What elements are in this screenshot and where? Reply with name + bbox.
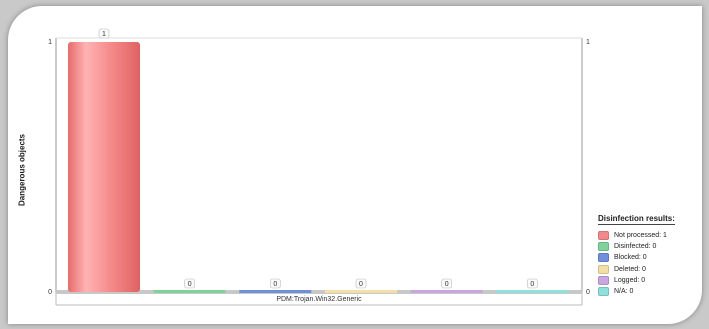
data-label-box — [270, 278, 281, 289]
legend-label: Deleted: 0 — [614, 265, 646, 273]
data-label: 0 — [273, 281, 277, 288]
y-axis-label: Dangerous objects — [17, 133, 27, 207]
bar-not-processed — [68, 42, 140, 292]
legend-item: Deleted: 0 — [598, 264, 702, 275]
x-category-label: PDM:Trojan.Win32.Generic — [276, 296, 362, 303]
legend-label: Logged: 0 — [614, 276, 646, 284]
baseline — [56, 290, 582, 294]
legend-item: Disinfected: 0 — [598, 241, 702, 252]
bar-deleted — [325, 290, 397, 293]
legend-item: Logged: 0 — [598, 275, 702, 286]
data-label: 0 — [188, 281, 192, 288]
legend-item: Not processed: 1 — [598, 230, 702, 241]
bar-n-a — [496, 290, 569, 293]
bar-disinfected — [153, 290, 226, 293]
legend-item: N/A: 0 — [598, 286, 702, 297]
right-tick-label: 1 — [586, 39, 590, 46]
legend-title: Disinfection results: — [598, 214, 675, 225]
data-label: 0 — [445, 281, 449, 288]
legend-label: N/A: 0 — [614, 288, 634, 296]
bar-blocked — [239, 290, 312, 293]
data-label: 0 — [530, 281, 534, 288]
right-tick-label: 0 — [586, 289, 590, 296]
bar-logged — [410, 290, 483, 293]
legend-label: Blocked: 0 — [614, 254, 647, 262]
legend-swatch — [598, 275, 609, 285]
legend-label: Disinfected: 0 — [614, 243, 657, 251]
legend-swatch — [598, 231, 609, 241]
legend-swatch — [598, 253, 609, 263]
data-label: 1 — [102, 31, 106, 38]
legend: Disinfection results: Not processed: 1 Di… — [598, 214, 702, 297]
legend-swatch — [598, 242, 609, 252]
legend-swatch — [598, 287, 609, 297]
data-label-box — [355, 278, 367, 289]
data-label-box — [98, 28, 110, 39]
data-label-box — [441, 278, 452, 289]
data-label: 0 — [359, 281, 363, 288]
data-label-box — [184, 278, 195, 289]
y-tick-label: 0 — [48, 289, 52, 296]
legend-swatch — [598, 264, 609, 274]
legend-item: Blocked: 0 — [598, 252, 702, 263]
y-tick-label: 1 — [48, 39, 52, 46]
legend-label: Not processed: 1 — [614, 232, 667, 240]
data-label-box — [527, 278, 538, 289]
